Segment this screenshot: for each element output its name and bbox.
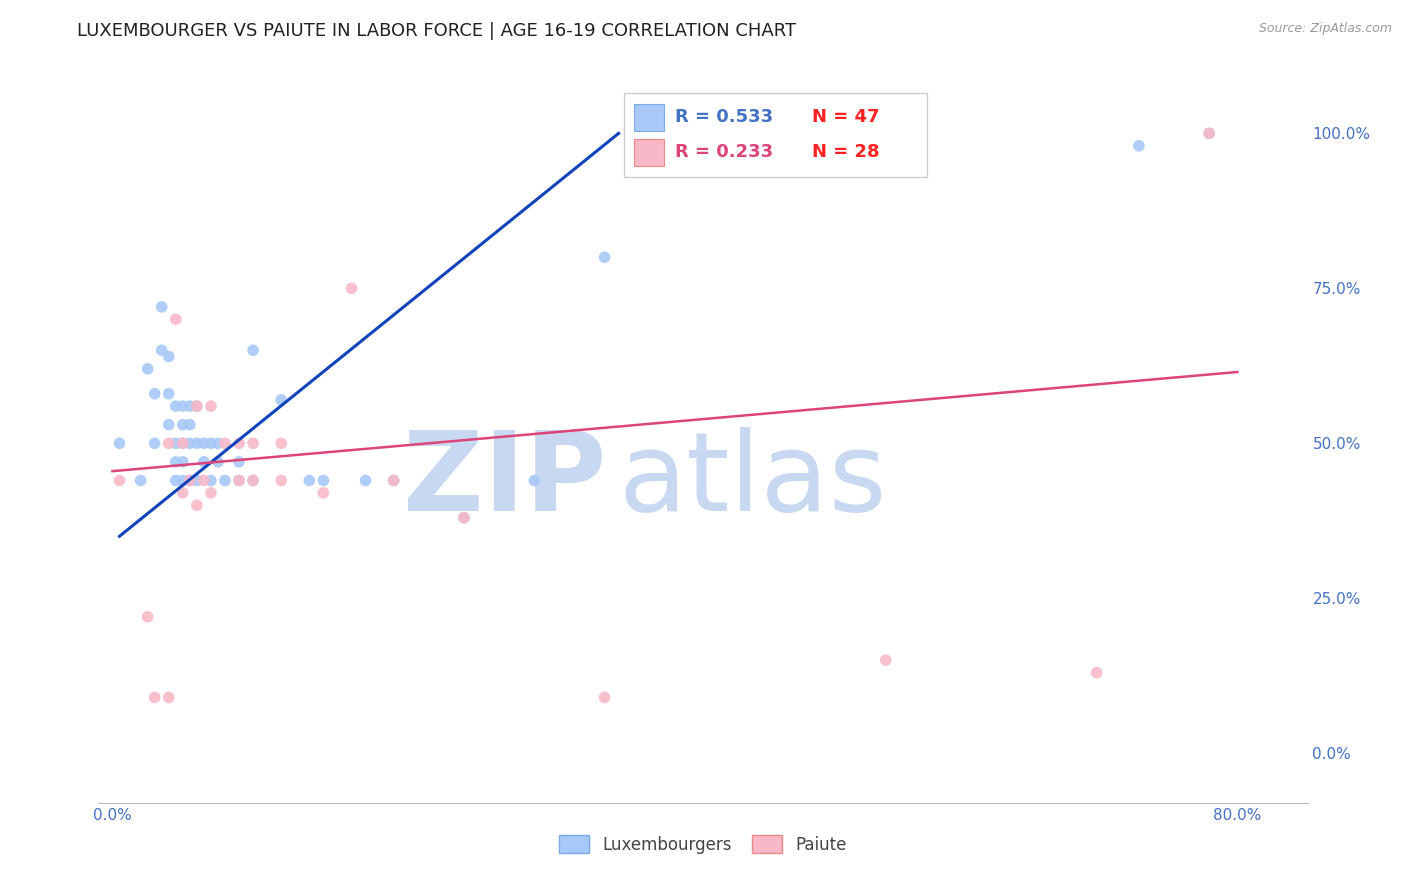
FancyBboxPatch shape [634,138,664,167]
Point [214,474,236,488]
Point [108,436,131,450]
Point [108,474,131,488]
Text: LUXEMBOURGER VS PAIUTE IN LABOR FORCE | AGE 16-19 CORRELATION CHART: LUXEMBOURGER VS PAIUTE IN LABOR FORCE | … [77,22,796,40]
Point [179,399,201,413]
Point [165,474,187,488]
Point [193,436,215,450]
Point [157,350,180,364]
Point [453,510,475,524]
Point [242,474,264,488]
Point [200,486,222,500]
Point [242,436,264,450]
Point [1198,126,1220,140]
Point [228,474,250,488]
Point [136,362,159,376]
Point [172,417,194,432]
Point [179,417,201,432]
Point [186,498,208,512]
Point [200,474,222,488]
Point [270,392,292,407]
Point [270,436,292,450]
Point [1198,126,1220,140]
Point [593,690,616,705]
Text: Source: ZipAtlas.com: Source: ZipAtlas.com [1258,22,1392,36]
Text: R = 0.533: R = 0.533 [675,109,773,127]
Point [214,436,236,450]
Point [150,300,173,314]
Point [157,690,180,705]
Text: ZIP: ZIP [404,427,606,534]
Point [143,386,166,401]
Point [312,474,335,488]
FancyBboxPatch shape [634,103,664,131]
Point [172,455,194,469]
Point [354,474,377,488]
Point [172,436,194,450]
Point [157,436,180,450]
Text: N = 28: N = 28 [811,143,879,161]
Text: atlas: atlas [619,427,887,534]
Point [298,474,321,488]
Point [179,474,201,488]
Point [172,474,194,488]
Point [165,436,187,450]
Point [340,281,363,295]
Point [186,436,208,450]
Point [186,474,208,488]
Point [207,436,229,450]
Point [382,474,405,488]
Point [193,474,215,488]
Point [200,436,222,450]
Point [172,486,194,500]
Point [228,474,250,488]
Point [1085,665,1108,680]
Point [312,486,335,500]
Point [453,510,475,524]
Text: N = 47: N = 47 [811,109,879,127]
Point [193,455,215,469]
Point [270,474,292,488]
Text: R = 0.233: R = 0.233 [675,143,773,161]
Point [172,436,194,450]
Point [157,417,180,432]
Point [228,436,250,450]
Point [129,474,152,488]
Point [186,399,208,413]
FancyBboxPatch shape [624,94,927,178]
Point [165,312,187,326]
Point [143,690,166,705]
Point [200,399,222,413]
Legend: Luxembourgers, Paiute: Luxembourgers, Paiute [553,829,853,860]
Point [165,399,187,413]
Point [875,653,897,667]
Point [242,343,264,358]
Point [172,399,194,413]
Point [165,455,187,469]
Point [157,386,180,401]
Point [593,250,616,264]
Point [179,436,201,450]
Point [136,610,159,624]
Point [179,474,201,488]
Point [1128,138,1150,153]
Point [523,474,546,488]
Point [143,436,166,450]
Point [382,474,405,488]
Point [150,343,173,358]
Point [207,455,229,469]
Point [228,455,250,469]
Point [242,474,264,488]
Point [186,399,208,413]
